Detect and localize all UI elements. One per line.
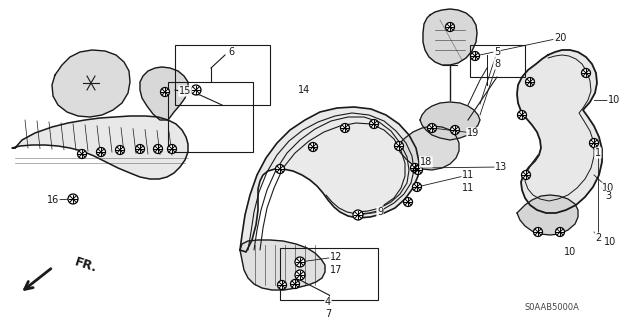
Circle shape bbox=[308, 143, 317, 152]
Circle shape bbox=[291, 279, 300, 288]
Polygon shape bbox=[12, 116, 188, 179]
Text: 17: 17 bbox=[330, 265, 342, 275]
Circle shape bbox=[191, 85, 201, 95]
Circle shape bbox=[77, 150, 86, 159]
Text: 5: 5 bbox=[494, 47, 500, 57]
Circle shape bbox=[295, 270, 305, 280]
Circle shape bbox=[340, 123, 349, 132]
Text: 4: 4 bbox=[325, 297, 331, 307]
Text: 10: 10 bbox=[608, 95, 620, 105]
Circle shape bbox=[451, 125, 460, 135]
Text: FR.: FR. bbox=[73, 255, 99, 275]
Text: 20: 20 bbox=[554, 33, 566, 43]
Circle shape bbox=[278, 280, 287, 290]
Polygon shape bbox=[423, 9, 477, 65]
Circle shape bbox=[369, 120, 378, 129]
Text: 11: 11 bbox=[462, 170, 474, 180]
Text: S0AAB5000A: S0AAB5000A bbox=[525, 303, 579, 313]
Circle shape bbox=[522, 170, 531, 180]
Circle shape bbox=[154, 145, 163, 153]
Circle shape bbox=[582, 69, 591, 78]
Text: 7: 7 bbox=[325, 309, 331, 319]
Polygon shape bbox=[420, 102, 480, 140]
Circle shape bbox=[353, 210, 363, 220]
Text: 9: 9 bbox=[377, 207, 383, 217]
Text: 1: 1 bbox=[595, 148, 601, 158]
Bar bbox=[470, 45, 525, 77]
Circle shape bbox=[428, 123, 436, 132]
Circle shape bbox=[413, 166, 422, 174]
Text: 3: 3 bbox=[605, 191, 611, 201]
Polygon shape bbox=[240, 240, 325, 290]
Circle shape bbox=[525, 78, 534, 86]
Polygon shape bbox=[140, 67, 188, 120]
Polygon shape bbox=[240, 107, 419, 252]
Polygon shape bbox=[52, 50, 130, 117]
Circle shape bbox=[410, 164, 419, 173]
Circle shape bbox=[470, 51, 479, 61]
Text: 12: 12 bbox=[330, 252, 342, 262]
Circle shape bbox=[413, 182, 422, 191]
Circle shape bbox=[394, 142, 403, 151]
Text: 13: 13 bbox=[495, 162, 507, 172]
Circle shape bbox=[68, 194, 78, 204]
Circle shape bbox=[136, 145, 145, 153]
Bar bbox=[175, 45, 270, 105]
Text: 8: 8 bbox=[494, 59, 500, 69]
Text: 10: 10 bbox=[564, 247, 576, 257]
Circle shape bbox=[115, 145, 125, 154]
Circle shape bbox=[534, 227, 543, 236]
Text: 2: 2 bbox=[595, 233, 601, 243]
Text: 18: 18 bbox=[420, 157, 432, 167]
Circle shape bbox=[589, 138, 598, 147]
Circle shape bbox=[445, 23, 454, 32]
Polygon shape bbox=[517, 195, 578, 235]
Circle shape bbox=[275, 165, 285, 174]
Circle shape bbox=[168, 145, 177, 153]
Text: 10: 10 bbox=[604, 237, 616, 247]
Text: 11: 11 bbox=[462, 183, 474, 193]
Text: 6: 6 bbox=[228, 47, 234, 57]
Circle shape bbox=[403, 197, 413, 206]
Text: 10: 10 bbox=[602, 183, 614, 193]
Circle shape bbox=[518, 110, 527, 120]
Polygon shape bbox=[398, 126, 459, 170]
Circle shape bbox=[295, 257, 305, 267]
Text: 14: 14 bbox=[298, 85, 310, 95]
Polygon shape bbox=[517, 50, 602, 213]
Bar bbox=[168, 82, 253, 152]
Bar bbox=[280, 248, 378, 300]
Text: 19: 19 bbox=[467, 128, 479, 138]
Circle shape bbox=[97, 147, 106, 157]
Circle shape bbox=[161, 87, 170, 97]
Circle shape bbox=[556, 227, 564, 236]
Text: 16: 16 bbox=[47, 195, 59, 205]
Text: 15: 15 bbox=[179, 86, 191, 96]
